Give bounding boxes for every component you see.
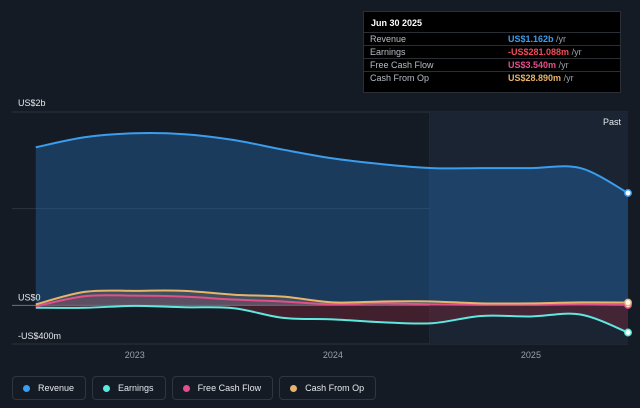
area-revenue	[35, 133, 628, 306]
legend-label: Free Cash Flow	[197, 383, 262, 393]
y-tick-label: US$2b	[18, 98, 46, 108]
end-marker-revenue	[624, 189, 632, 197]
y-tick-label: -US$400m	[18, 331, 61, 341]
legend-dot-icon	[103, 384, 111, 392]
tooltip-row-free-cash-flow: Free Cash Flow US$3.540m /yr	[364, 58, 620, 72]
x-tick-label: 2023	[125, 350, 145, 360]
tooltip-label: Free Cash Flow	[370, 60, 434, 70]
tooltip-value: US$3.540m /yr	[508, 60, 569, 70]
tooltip-label: Revenue	[370, 34, 407, 44]
legend: Revenue Earnings Free Cash Flow Cash Fro…	[12, 376, 377, 400]
tooltip-value: US$1.162b /yr	[508, 34, 567, 44]
legend-item-free-cash-flow[interactable]: Free Cash Flow	[171, 376, 274, 400]
past-label: Past	[603, 117, 622, 127]
legend-label: Cash From Op	[305, 383, 365, 393]
tooltip-row-revenue: Revenue US$1.162b /yr	[364, 32, 620, 46]
end-marker-cash-from-op	[624, 298, 632, 307]
tooltip-label: Cash From Op	[370, 73, 430, 83]
line-revenue	[35, 132, 629, 194]
tooltip-row-earnings: Earnings -US$281.088m /yr	[364, 45, 620, 59]
legend-label: Earnings	[118, 383, 154, 393]
x-tick-labels: 2023 2024 2025	[125, 350, 541, 360]
legend-dot-icon	[290, 384, 298, 392]
y-tick-label: US$0	[18, 292, 41, 302]
legend-item-earnings[interactable]: Earnings	[92, 376, 166, 400]
tooltip-row-cash-from-op: Cash From Op US$28.890m /yr	[364, 71, 620, 85]
x-tick-label: 2024	[323, 350, 343, 360]
tooltip-value: -US$281.088m /yr	[508, 47, 582, 57]
tooltip-panel: Jun 30 2025 Revenue US$1.162b /yr Earnin…	[363, 11, 621, 93]
area-free-cash-flow	[35, 295, 628, 307]
legend-item-cash-from-op[interactable]: Cash From Op	[279, 376, 377, 400]
legend-dot-icon	[23, 384, 30, 392]
legend-dot-icon	[182, 384, 190, 392]
line-earnings	[35, 304, 629, 334]
area-cash-from-op	[35, 290, 628, 306]
end-marker-earnings	[624, 328, 632, 337]
series-lines	[35, 132, 629, 334]
y-tick-labels: US$2b US$0 -US$400m	[18, 98, 61, 341]
tooltip-label: Earnings	[370, 47, 406, 57]
line-cash-from-op	[35, 289, 629, 306]
line-free-cash-flow	[35, 294, 629, 308]
x-tick-label: 2025	[521, 350, 541, 360]
legend-item-revenue[interactable]: Revenue	[12, 376, 87, 400]
tooltip-date: Jun 30 2025	[371, 18, 423, 28]
series-end-markers	[624, 189, 632, 337]
legend-label: Revenue	[38, 383, 75, 393]
tooltip-value: US$28.890m /yr	[508, 73, 574, 83]
